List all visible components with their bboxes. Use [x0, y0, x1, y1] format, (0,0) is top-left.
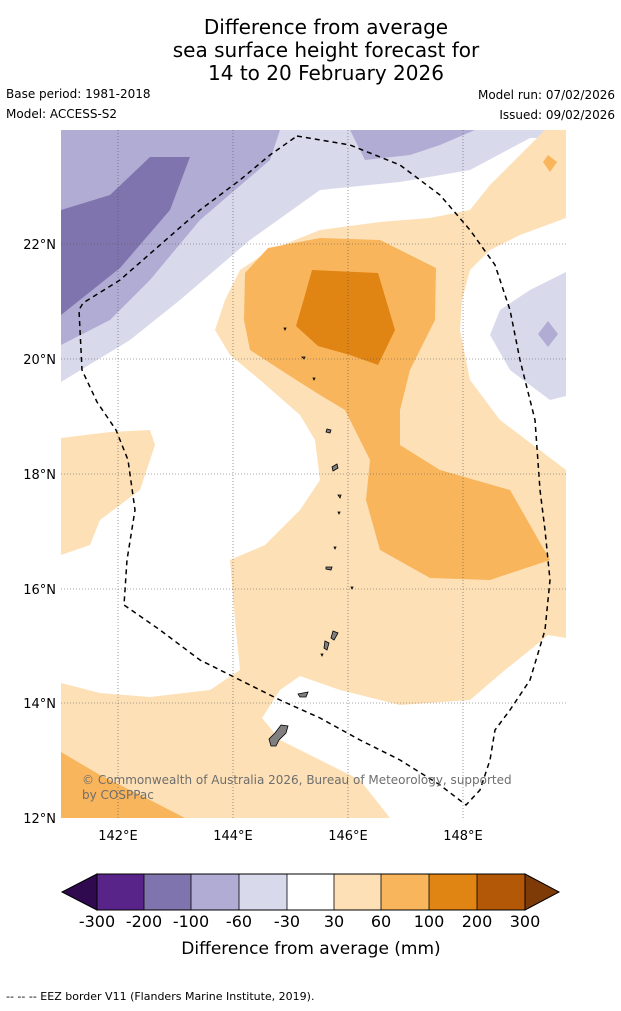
contour-neg60-east — [538, 321, 558, 347]
copyright-line-1: © Commonwealth of Australia 2026, Bureau… — [82, 773, 512, 787]
base-period: Base period: 1981-2018 — [6, 87, 151, 101]
chart-title: Difference from average sea surface heig… — [0, 16, 621, 85]
contour-pos100-core — [296, 270, 395, 365]
colorbar-label: Difference from average (mm) — [181, 939, 440, 959]
colorbar-tick: 300 — [510, 912, 541, 931]
island-asuncion — [312, 377, 316, 381]
lon-label-144e: 144°E — [213, 829, 253, 844]
island-anatahan — [325, 566, 333, 571]
contour-neg30-east — [490, 272, 566, 400]
lon-label-148e: 148°E — [443, 829, 483, 844]
colorbar-swatch-pos100 — [429, 874, 477, 910]
copyright-line-2: by COSPPac — [82, 788, 154, 802]
island-sarigan — [333, 546, 337, 550]
colorbar-extend-high — [524, 873, 561, 911]
colorbar-swatch-neg30 — [239, 874, 287, 910]
gridlines — [61, 130, 566, 818]
colorbar-swatch-pos30 — [334, 874, 381, 910]
colorbar-tick: -300 — [79, 912, 115, 931]
lat-label-22n: 22°N — [23, 238, 56, 253]
eez-footnote: -- -- -- EEZ border V11 (Flanders Marine… — [6, 990, 315, 1003]
title-line-1: Difference from average — [203, 15, 449, 39]
colorbar-extend-low — [60, 873, 98, 911]
colorbar-tick: 60 — [371, 912, 391, 931]
lat-label-14n: 14°N — [23, 697, 56, 712]
island-rota — [297, 691, 309, 698]
model-run-date: Model run: 07/02/2026 — [477, 88, 615, 102]
title-line-3: 14 to 20 February 2026 — [208, 61, 444, 85]
island-alamagan — [337, 494, 342, 499]
colorbar-swatch-neg100 — [144, 874, 191, 910]
contour-neg100-nw — [61, 157, 190, 315]
model-name: Model: ACCESS-S2 — [6, 107, 118, 121]
contour-pos60-sw — [61, 752, 185, 818]
colorbar-tick: -200 — [126, 912, 162, 931]
colorbar-swatch-neg60 — [191, 874, 239, 910]
lat-label-18n: 18°N — [23, 468, 56, 483]
island-aguijan — [320, 653, 324, 657]
contour-neg60-nw — [61, 130, 280, 345]
colorbar-ticks: -300 -200 -100 -60 -30 30 60 100 200 300 — [79, 912, 540, 931]
islands — [268, 327, 354, 747]
lat-label-12n: 12°N — [23, 812, 56, 827]
island-guguan — [337, 511, 341, 515]
contour-pos30-west — [61, 430, 155, 555]
colorbar-swatch-pos200 — [477, 874, 525, 910]
colorbar-tick: -60 — [226, 912, 252, 931]
island-guam — [268, 724, 289, 747]
lat-label-20n: 20°N — [23, 353, 56, 368]
island-maug — [301, 356, 306, 360]
contour-fills: © Commonwealth of Australia 2026, Bureau… — [61, 130, 566, 818]
colorbar-tick: -30 — [274, 912, 300, 931]
lon-label-146e: 146°E — [328, 829, 368, 844]
contour-pos60-ne — [543, 155, 557, 172]
longitude-labels: 142°E 144°E 146°E 148°E — [98, 829, 483, 844]
island-farallon — [350, 586, 354, 590]
island-saipan — [330, 630, 339, 641]
colorbar-swatch-pos60 — [381, 874, 429, 910]
colorbar-tick: -100 — [173, 912, 209, 931]
colorbar-tick: 200 — [462, 912, 493, 931]
island-agrihan — [325, 428, 332, 434]
colorbar-swatch-neg200 — [97, 874, 144, 910]
colorbar-swatch-zero — [287, 874, 334, 910]
contour-pos30-main — [61, 130, 566, 818]
title-line-2: sea surface height forecast for — [172, 38, 480, 62]
island-pagan — [331, 463, 339, 472]
island-uracas — [283, 327, 287, 331]
contour-neg60-north — [350, 130, 475, 160]
colorbar-tick: 30 — [324, 912, 344, 931]
colorbar-tick: 100 — [414, 912, 445, 931]
island-tinian — [323, 640, 330, 651]
lat-label-16n: 16°N — [23, 583, 56, 598]
lon-label-142e: 142°E — [98, 829, 138, 844]
latitude-labels: 22°N 20°N 18°N 16°N 14°N 12°N — [23, 238, 56, 827]
eez-border — [78, 135, 551, 807]
colorbar — [60, 873, 561, 911]
issued-date: Issued: 09/02/2026 — [499, 108, 615, 122]
sea-level-anomaly-map: © Commonwealth of Australia 2026, Bureau… — [23, 130, 566, 959]
